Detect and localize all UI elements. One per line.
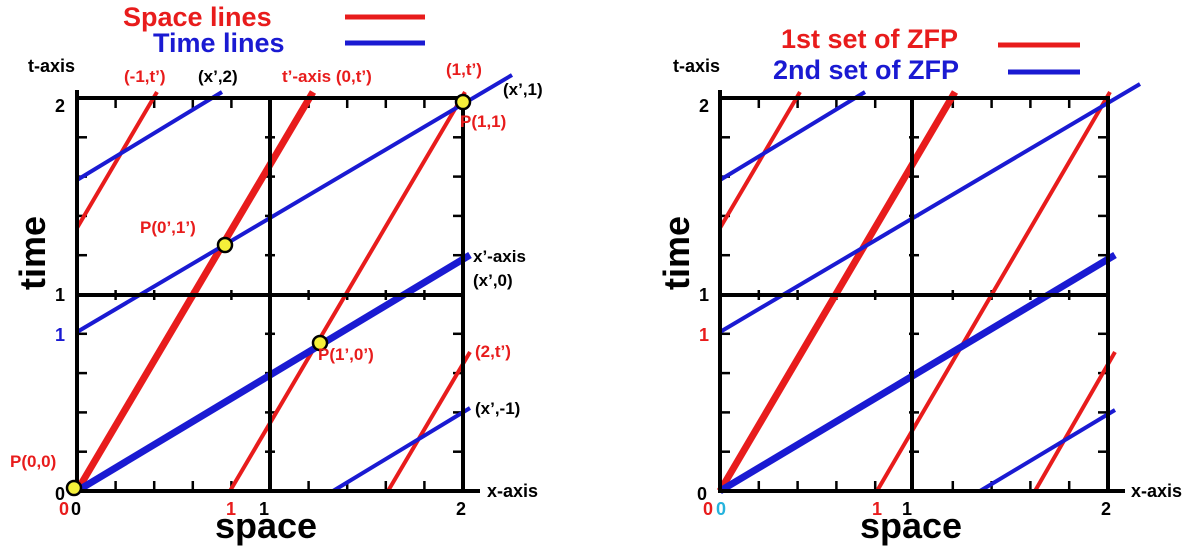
right-legend-1st-set-label: 1st set of ZFP xyxy=(781,24,958,54)
right-space-label: space xyxy=(860,505,962,546)
left-grid-frame xyxy=(75,90,480,493)
right-y-tick-0: 0 xyxy=(697,484,707,504)
right-legend-2nd-set-label: 2nd set of ZFP xyxy=(773,55,959,85)
right-y-tick-1: 1 xyxy=(699,285,709,305)
left-point-p00-label: P(0,0) xyxy=(10,452,56,471)
left-blue-line-x1 xyxy=(75,73,514,334)
right-time-label: time xyxy=(656,216,697,290)
right-x-tick-cyan-0: 0 xyxy=(716,499,726,519)
right-blue-line-upper-short xyxy=(718,90,867,182)
left-point-p1p0p-marker xyxy=(311,334,329,352)
left-label-x-2: (x’,2) xyxy=(198,67,238,86)
right-panel: 1st set of ZFP 2nd set of ZFP t-axis tim… xyxy=(656,24,1182,546)
left-x-tick-1: 1 xyxy=(259,499,269,519)
left-point-p1p0p-label: P(1’,0’) xyxy=(318,345,374,364)
right-blue-line-long xyxy=(718,82,1142,334)
right-x-tick-1: 1 xyxy=(902,499,912,519)
right-red-line-main xyxy=(716,90,959,493)
right-x-tick-2: 2 xyxy=(1101,499,1111,519)
right-y-tick-red-1: 1 xyxy=(699,325,709,345)
left-label-minus1-t: (-1,t’) xyxy=(124,67,166,86)
left-x-tick-red-1: 1 xyxy=(226,499,236,519)
left-label-two-t: (2,t’) xyxy=(475,342,511,361)
left-blue-line-x2 xyxy=(75,90,224,182)
left-legend-space-lines-label: Space lines xyxy=(123,2,272,32)
left-x-tick-red-0: 0 xyxy=(59,499,69,519)
left-red-line-minus1 xyxy=(75,90,159,230)
left-y-tick-1: 1 xyxy=(55,285,65,305)
left-time-label: time xyxy=(12,216,53,290)
left-label-x-1: (x’,1) xyxy=(503,80,543,99)
left-point-p0p1p-label: P(0’,1’) xyxy=(140,218,196,237)
left-t-axis-label: t-axis xyxy=(28,56,75,76)
left-panel: Space lines Time lines t-axis time space… xyxy=(10,2,543,546)
left-space-label: space xyxy=(215,505,317,546)
left-y-tick-blue-1: 1 xyxy=(55,325,65,345)
left-label-x-minus1: (x’,-1) xyxy=(475,399,520,418)
left-legend-time-lines-label: Time lines xyxy=(153,28,285,58)
right-red-line-two xyxy=(1033,351,1117,492)
right-grid-frame xyxy=(718,90,1125,493)
left-point-p11-label: P(1,1) xyxy=(460,112,506,131)
left-red-line-t-prime-axis xyxy=(73,90,317,493)
right-x-tick-red-1: 1 xyxy=(872,499,882,519)
left-label-t-prime-axis: t’-axis (0,t’) xyxy=(282,67,372,86)
left-y-tick-2: 2 xyxy=(55,96,65,116)
left-y-tick-0: 0 xyxy=(55,484,65,504)
right-y-tick-2: 2 xyxy=(699,96,709,116)
right-x-axis-label: x-axis xyxy=(1131,481,1182,501)
left-point-p00-marker xyxy=(65,479,83,497)
left-red-line-two xyxy=(386,350,472,493)
right-x-tick-red-0: 0 xyxy=(703,499,713,519)
right-red-line-one xyxy=(875,90,1112,493)
left-label-x-0: (x’,0) xyxy=(473,271,513,290)
left-blue-line-x-minus1 xyxy=(331,406,472,493)
left-x-axis-label: x-axis xyxy=(487,481,538,501)
left-x-tick-2: 2 xyxy=(456,499,466,519)
right-blue-line-lower xyxy=(978,408,1117,493)
left-point-p11-marker xyxy=(454,93,472,111)
left-x-tick-0: 0 xyxy=(71,499,81,519)
right-t-axis-label: t-axis xyxy=(673,56,720,76)
right-red-line-minus1 xyxy=(718,90,802,230)
left-label-one-t: (1,t’) xyxy=(446,60,482,79)
left-label-x-prime-axis: x’-axis xyxy=(473,247,526,266)
left-point-p0p1p-marker xyxy=(216,236,234,254)
